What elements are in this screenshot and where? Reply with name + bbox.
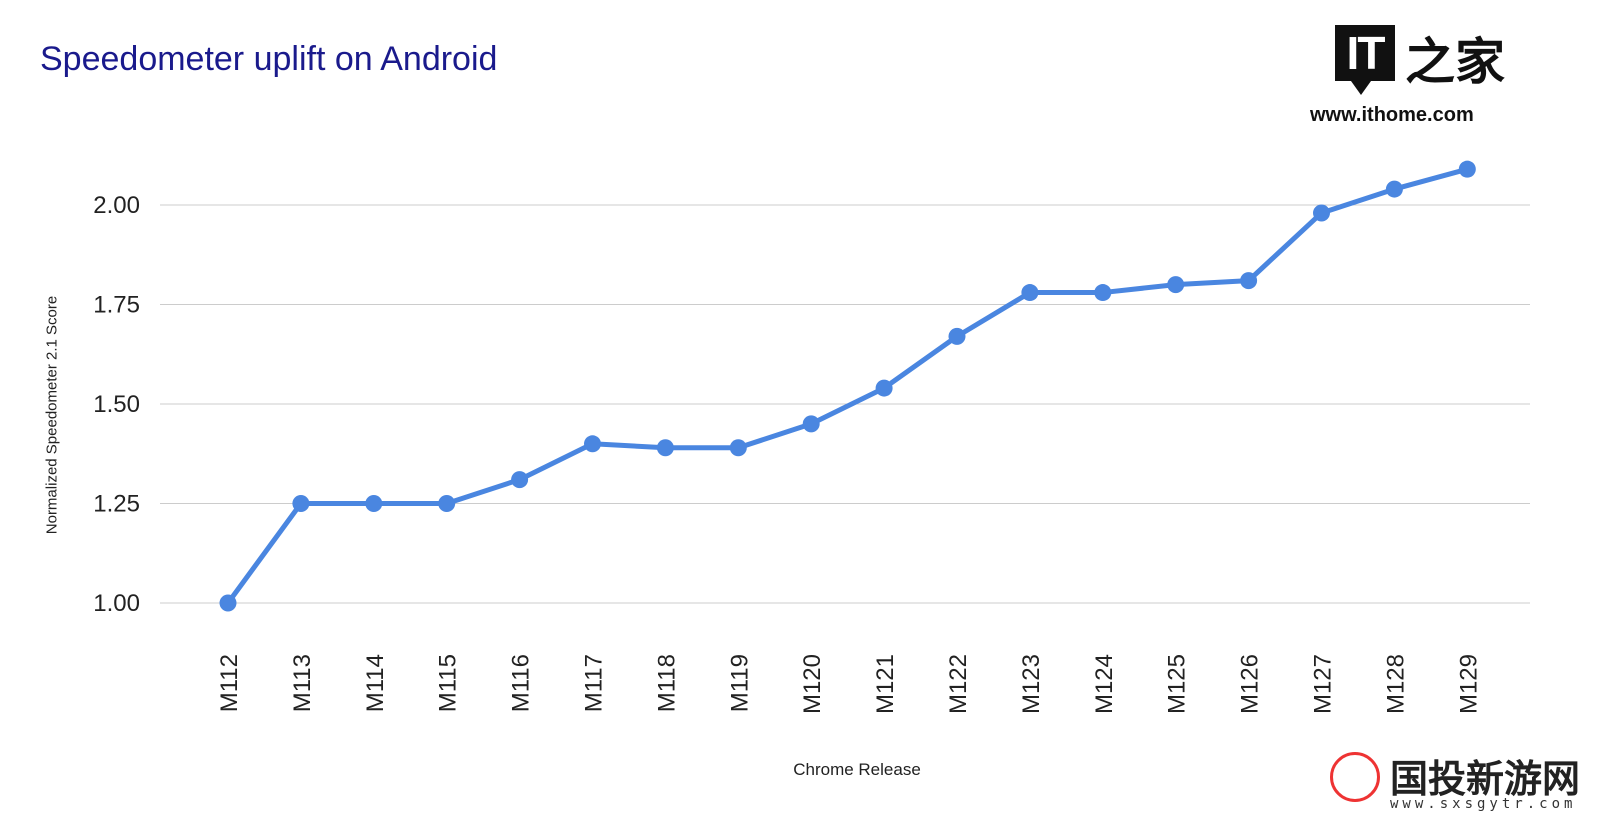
chart-title: Speedometer uplift on Android: [40, 40, 498, 78]
x-tick-label: M115: [435, 654, 462, 712]
data-point: [438, 495, 456, 512]
data-point: [802, 415, 820, 433]
x-tick-label: M129: [1455, 654, 1482, 714]
data-point: [1167, 276, 1185, 294]
x-tick-label: M127: [1310, 654, 1337, 714]
x-tick-label: M126: [1237, 654, 1264, 714]
data-point: [1240, 272, 1258, 290]
data-point: [1094, 284, 1112, 302]
ithome-url: www.ithome.com: [1310, 104, 1474, 126]
data-point: [1385, 180, 1403, 198]
ithome-logo: IT: [1335, 25, 1395, 95]
x-tick-label: M114: [362, 654, 389, 712]
data-point: [729, 439, 747, 457]
x-tick-label: M122: [945, 654, 972, 714]
x-tick-label: M113: [289, 654, 316, 712]
y-tick-label: 2.00: [93, 192, 140, 219]
ithome-logo-text: IT: [1346, 27, 1386, 79]
watermark-logo-icon: [1330, 752, 1380, 802]
x-tick-label: M117: [581, 654, 608, 712]
data-point: [875, 379, 893, 397]
data-point: [1021, 284, 1039, 302]
x-axis-label: Chrome Release: [793, 760, 921, 779]
x-tick-label: M123: [1018, 654, 1045, 714]
x-tick-label: M119: [726, 654, 753, 712]
x-tick-label: M118: [653, 654, 680, 712]
x-tick-label: M120: [799, 654, 826, 714]
data-point: [1313, 204, 1330, 222]
ithome-logo-cn: 之家: [1405, 33, 1505, 91]
data-point: [292, 495, 310, 512]
data-point: [656, 439, 674, 457]
y-axis-label: Normalized Speedometer 2.1 Score: [43, 295, 61, 535]
x-tick-label: M125: [1164, 654, 1191, 714]
x-tick-label: M112: [216, 654, 243, 712]
x-tick-label: M128: [1382, 654, 1409, 714]
x-tick-label: M116: [508, 654, 535, 712]
y-tick-label: 1.00: [93, 590, 140, 617]
series-line: [225, 166, 1468, 605]
watermark-site-url: www.sxsgytr.com: [1390, 796, 1577, 812]
data-point: [1458, 160, 1476, 178]
data-point: [365, 495, 383, 512]
y-tick-label: 1.75: [93, 292, 140, 319]
data-point: [511, 471, 529, 489]
data-point: [584, 435, 601, 453]
data-point: [948, 327, 966, 345]
watermark-site-name: 国投新游网: [1390, 757, 1581, 801]
y-tick-label: 1.50: [93, 391, 140, 418]
y-tick-label: 1.25: [93, 491, 140, 518]
x-tick-label: M121: [872, 654, 899, 714]
data-point: [219, 594, 237, 612]
x-tick-label: M124: [1091, 654, 1118, 714]
